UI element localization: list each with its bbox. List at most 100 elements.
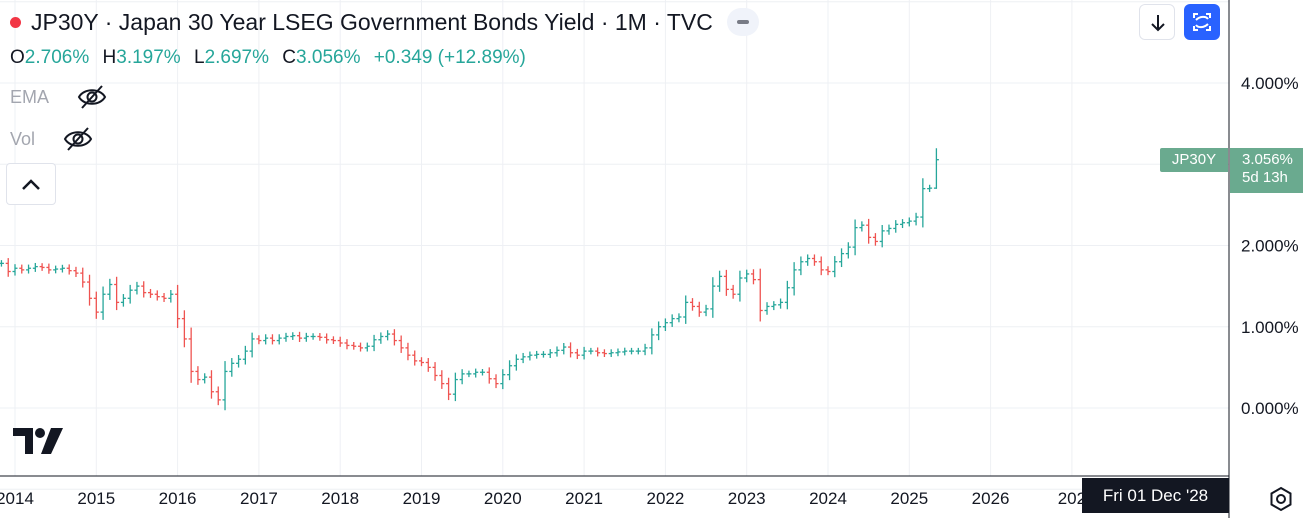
- ohlc-bar: [805, 254, 810, 265]
- ohlc-bar: [826, 266, 831, 275]
- ohlc-bar: [798, 256, 803, 275]
- ohlc-bar: [256, 335, 261, 344]
- ohlc-bar: [114, 277, 119, 310]
- ohlc-bar: [521, 353, 526, 363]
- ohlc-bar: [507, 360, 512, 380]
- ohlc-bar: [683, 295, 688, 323]
- ohlc-bar: [460, 369, 465, 384]
- ohlc-bar: [94, 292, 99, 319]
- ohlc-bar: [426, 358, 431, 372]
- ohlc-bar: [914, 213, 919, 226]
- ohlc-bar: [473, 369, 478, 378]
- ohlc-bar: [385, 330, 390, 340]
- change-value: +0.349 (+12.89%): [374, 47, 526, 68]
- arrow-down-icon: [1140, 5, 1176, 41]
- ohlc-bar: [250, 333, 255, 358]
- fullscreen-button[interactable]: [1184, 4, 1220, 40]
- ohlc-bar: [758, 269, 763, 322]
- ohlc-bar: [46, 264, 51, 274]
- indicator-vol[interactable]: Vol: [10, 126, 93, 152]
- ohlc-bar: [853, 220, 858, 256]
- fullscreen-icon: [1184, 4, 1220, 40]
- ohlc-bar: [527, 352, 532, 361]
- ohlc-bar: [338, 337, 343, 347]
- ohlc-bar: [284, 333, 289, 342]
- ohlc-bar: [697, 302, 702, 317]
- settings-icon[interactable]: [1268, 486, 1294, 512]
- ohlc-bar: [324, 333, 329, 343]
- ohlc-bar: [351, 342, 356, 350]
- ohlc-bar: [927, 185, 932, 192]
- ohlc-bar: [243, 346, 248, 365]
- ohlc-bar: [541, 351, 546, 358]
- ohlc-bar: [704, 305, 709, 316]
- indicator-ema-label: EMA: [10, 87, 49, 108]
- ohlc-bar: [277, 334, 282, 344]
- ohlc-bar: [487, 367, 492, 383]
- ohlc-bar: [893, 220, 898, 233]
- ohlc-bar: [182, 310, 187, 347]
- ohlc-bar: [223, 361, 228, 410]
- ohlc-bar: [53, 266, 58, 274]
- indicator-ema[interactable]: EMA: [10, 84, 107, 110]
- ohlc-bar: [439, 370, 444, 389]
- ohlc-bar: [649, 328, 654, 354]
- ohlc-bar: [907, 217, 912, 226]
- eye-off-icon[interactable]: [63, 126, 93, 152]
- ohlc-bar: [40, 263, 45, 271]
- ohlc-bar: [344, 339, 349, 349]
- low-value: 2.697%: [205, 47, 269, 68]
- ohlc-bar: [168, 290, 173, 303]
- collapse-legend-button[interactable]: [727, 8, 759, 36]
- ohlc-bar: [6, 258, 11, 277]
- ohlc-bar: [412, 351, 417, 366]
- ohlc-bar: [128, 285, 133, 304]
- ohlc-bar: [765, 302, 770, 315]
- ohlc-bar: [690, 298, 695, 311]
- ohlc-bar: [812, 254, 817, 265]
- ohlc-bar: [582, 347, 587, 360]
- ohlc-bar: [60, 265, 65, 273]
- close-label: C: [282, 47, 296, 68]
- ohlc-bar: [189, 328, 194, 383]
- ohlc-bar: [744, 270, 749, 283]
- ohlc-bar: [378, 332, 383, 343]
- ohlc-bar: [819, 256, 824, 275]
- ohlc-bar: [609, 349, 614, 357]
- x-axis-labels: 2014 2015 2016 2017 2018 2019 2020 2021 2022 2023…: [0, 489, 1086, 508]
- x-tick-label: 2023: [728, 489, 766, 508]
- ohlc-bar: [643, 344, 648, 355]
- ohlc-bar: [792, 262, 797, 295]
- ohlc-bar: [209, 370, 214, 398]
- ohlc-bar: [121, 294, 126, 307]
- ohlc-bar: [500, 369, 505, 389]
- low-label: L: [194, 47, 205, 68]
- ohlc-bar: [365, 343, 370, 352]
- ohlc-bar: [588, 348, 593, 355]
- ohlc-bar: [595, 347, 600, 356]
- x-tick-label: 2014: [0, 489, 34, 508]
- ohlc-bar: [101, 287, 106, 320]
- ohlc-bar: [290, 332, 295, 340]
- ohlc-bar: [778, 299, 783, 309]
- ohlc-bar: [575, 349, 580, 359]
- ohlc-bar: [934, 148, 939, 189]
- eye-off-icon[interactable]: [77, 84, 107, 110]
- ohlc-bars: [0, 148, 939, 410]
- ohlc-bar: [866, 219, 871, 244]
- ohlc-bar: [26, 265, 31, 274]
- ohlc-bar: [731, 285, 736, 299]
- ohlc-bar: [480, 369, 485, 376]
- ohlc-bar: [886, 225, 891, 235]
- bar-countdown: 5d 13h: [1242, 169, 1303, 187]
- ohlc-bar: [494, 374, 499, 388]
- open-value: 2.706%: [25, 47, 89, 68]
- ohlc-bar: [155, 290, 160, 300]
- hide-indicators-button[interactable]: [6, 163, 56, 205]
- download-button[interactable]: [1139, 4, 1175, 40]
- ohlc-bar: [676, 313, 681, 322]
- x-tick-label: 2026: [972, 489, 1010, 508]
- ohlc-bar: [446, 378, 451, 400]
- ohlc-bar: [920, 178, 925, 227]
